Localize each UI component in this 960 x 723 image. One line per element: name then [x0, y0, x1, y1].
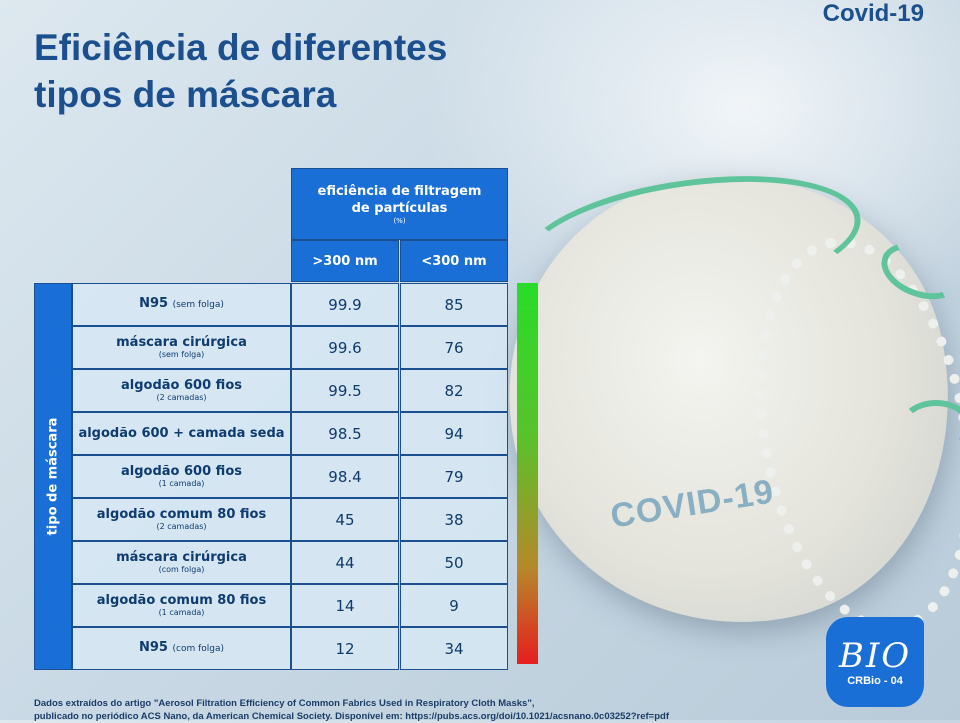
table-row-label: algodão comum 80 fios (1 camada) — [72, 584, 291, 627]
mask-strap — [900, 400, 960, 452]
column-header-lt300: <300 nm — [400, 240, 508, 282]
crbio-logo: BIO CRBio - 04 — [826, 617, 924, 707]
value-lt300: 38 — [400, 498, 508, 541]
value-lt300: 79 — [400, 455, 508, 498]
mask-illustration: COVID-19 — [468, 134, 960, 666]
mask-type-note: (sem folga) — [172, 300, 224, 310]
mask-type-label: algodão 600 + camada seda — [78, 426, 285, 441]
column-header-gt300: >300 nm — [291, 240, 399, 282]
value-gt300: 99.9 — [291, 283, 399, 326]
mask-type-label: máscara cirúrgica — [116, 335, 247, 350]
mask-type-name: N95 (com folga) — [139, 640, 224, 657]
mask-type-label: algodão 600 fios — [121, 464, 242, 479]
header-main-label: eficiência de filtragem de partículas — [317, 183, 482, 216]
mask-type-name: máscara cirúrgica — [116, 550, 247, 565]
mask-type-name: algodão 600 fios — [121, 464, 242, 479]
value-gt300: 12 — [291, 627, 399, 670]
source-citation: Dados extraídos do artigo "Aerosol Filtr… — [34, 697, 754, 723]
efficiency-gradient-bar — [517, 283, 538, 664]
value-lt300: 9 — [400, 584, 508, 627]
mask-type-note: (1 camada) — [158, 608, 205, 617]
value-lt300: 50 — [400, 541, 508, 584]
logo-mark: BIO — [838, 636, 912, 676]
table-row-label: N95 (com folga) — [72, 627, 291, 670]
mask-type-label: N95 — [139, 296, 169, 311]
page-title: Eficiência de diferentes tipos de máscar… — [34, 24, 447, 118]
mask-type-name: algodão comum 80 fios — [97, 507, 266, 522]
value-gt300: 14 — [291, 584, 399, 627]
value-gt300: 98.4 — [291, 455, 399, 498]
mask-type-name: algodão 600 + camada seda — [78, 426, 284, 441]
mask-type-note: (com folga) — [172, 644, 225, 654]
value-lt300: 82 — [400, 369, 508, 412]
title-line-1: Eficiência de diferentes — [34, 27, 448, 68]
mask-type-label: máscara cirúrgica — [116, 550, 247, 565]
table-row-label: máscara cirúrgica (sem folga) — [72, 326, 291, 369]
mask-type-name: máscara cirúrgica — [116, 335, 247, 350]
header-filtration-efficiency: eficiência de filtragem de partículas (%… — [291, 168, 508, 240]
mask-type-note: (2 camadas) — [156, 522, 207, 531]
source-line-2: publicado no periódico ACS Nano, da Amer… — [34, 711, 669, 722]
mask-type-note: (sem folga) — [158, 350, 205, 359]
value-lt300: 94 — [400, 412, 508, 455]
mask-type-label: algodão 600 fios — [121, 378, 242, 393]
value-lt300: 85 — [400, 283, 508, 326]
header-unit: (%) — [393, 216, 406, 225]
mask-type-note: (com folga) — [158, 565, 205, 574]
mask-type-note: (1 camada) — [158, 479, 205, 488]
mask-type-label: algodão comum 80 fios — [96, 593, 267, 608]
mask-type-note: (2 camadas) — [156, 393, 207, 402]
value-gt300: 99.5 — [291, 369, 399, 412]
mask-type-label: N95 — [138, 640, 168, 655]
value-gt300: 44 — [291, 541, 399, 584]
table-row-label: algodão 600 + camada seda — [72, 412, 291, 455]
table-row-label: máscara cirúrgica (com folga) — [72, 541, 291, 584]
logo-org: CRBio - 04 — [847, 675, 903, 687]
title-line-2: tipos de máscara — [34, 74, 337, 115]
value-lt300: 34 — [400, 627, 508, 670]
value-gt300: 99.6 — [291, 326, 399, 369]
table-row-label: algodão 600 fios (2 camadas) — [72, 369, 291, 412]
source-line-1: Dados extraídos do artigo "Aerosol Filtr… — [34, 698, 535, 709]
value-gt300: 45 — [291, 498, 399, 541]
row-group-label: tipo de máscara — [45, 417, 61, 536]
row-group-header: tipo de máscara — [34, 283, 72, 670]
mask-type-label: algodão comum 80 fios — [96, 507, 267, 522]
topic-tag: Covid-19 — [822, 0, 924, 27]
table-row-label: algodão comum 80 fios (2 camadas) — [72, 498, 291, 541]
value-lt300: 76 — [400, 326, 508, 369]
mask-type-name: algodão comum 80 fios — [97, 593, 266, 608]
mask-type-name: N95 (sem folga) — [139, 296, 224, 313]
mask-type-name: algodão 600 fios — [121, 378, 242, 393]
table-row-label: algodão 600 fios (1 camada) — [72, 455, 291, 498]
table-row-label: N95 (sem folga) — [72, 283, 291, 326]
value-gt300: 98.5 — [291, 412, 399, 455]
